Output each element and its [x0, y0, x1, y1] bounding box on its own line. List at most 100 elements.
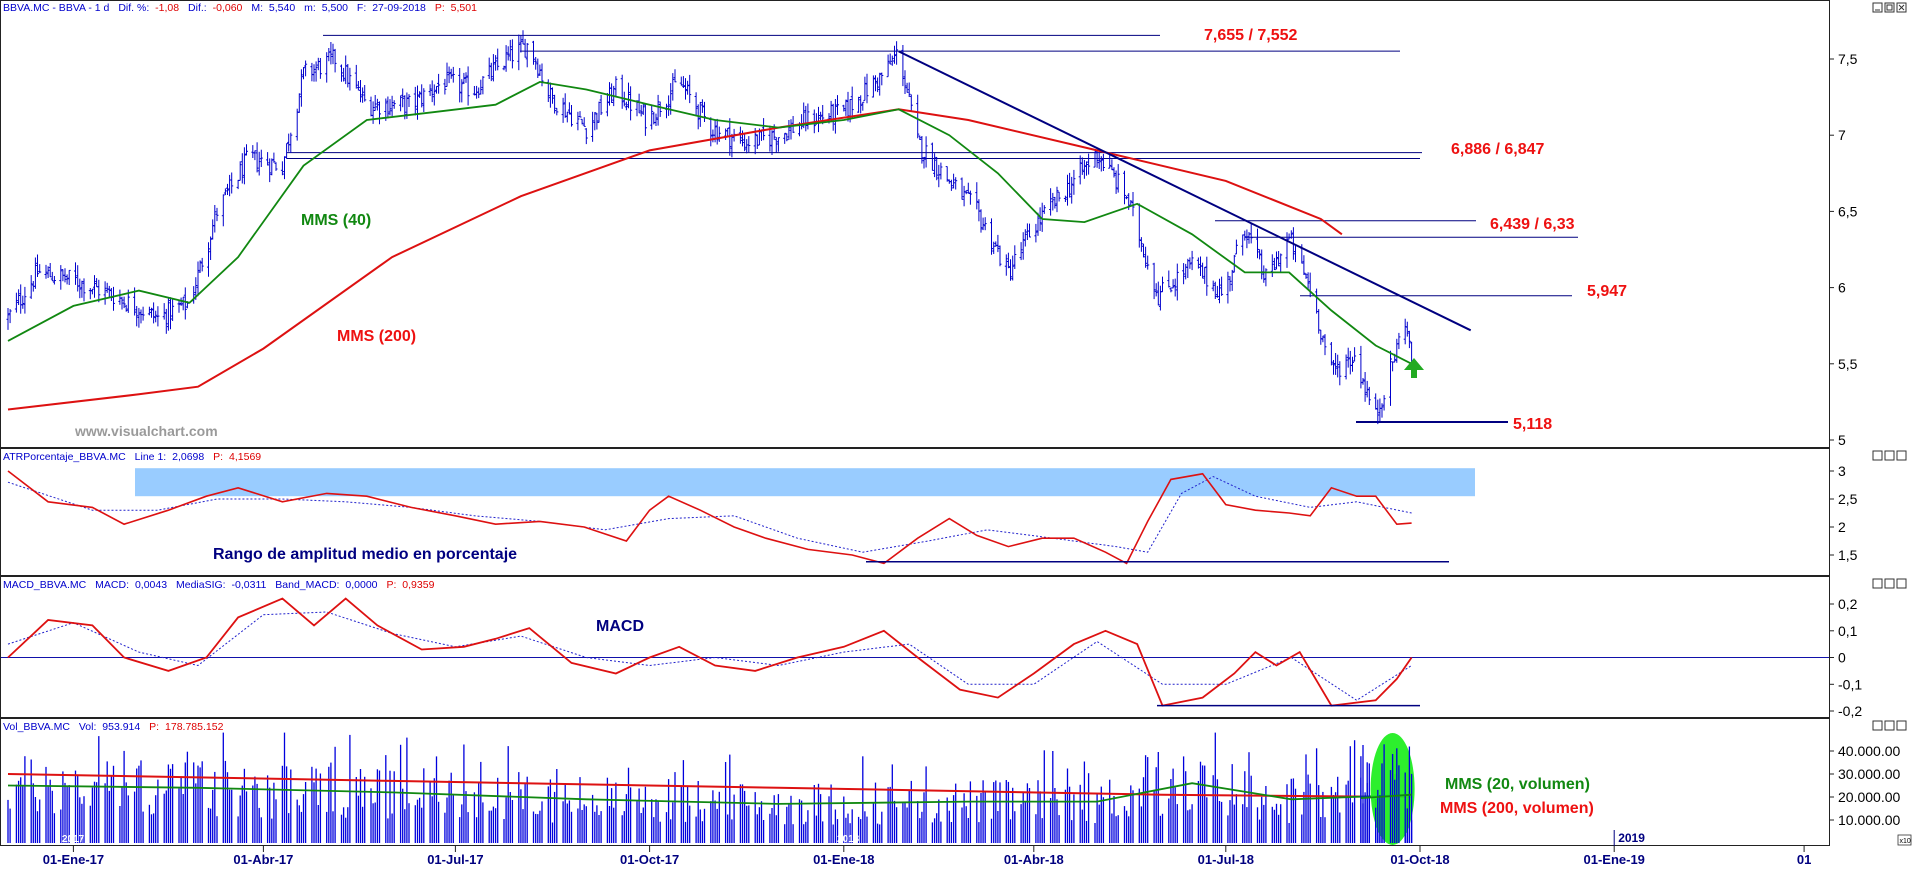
price-bar [181, 296, 185, 311]
price-bar [1116, 164, 1120, 193]
price-bar [595, 112, 599, 130]
header-dif-pct-label: Dif. %: [118, 2, 149, 14]
price-bar [230, 172, 234, 194]
price-bar [1205, 256, 1209, 296]
price-bar [67, 269, 71, 285]
price-bar [289, 132, 293, 153]
price-bar [458, 68, 462, 103]
minimize-icon[interactable] [1872, 578, 1883, 589]
atr-header-p-value: 4,1569 [229, 451, 261, 463]
up-arrow-icon [1404, 358, 1424, 378]
price-bar [6, 308, 10, 330]
atr-y-tick-label: 1,5 [1838, 547, 1858, 563]
maximize-icon[interactable] [1884, 450, 1895, 461]
price-bar [555, 107, 559, 116]
macd-header-p-label: P: [386, 579, 396, 591]
price-bar [1407, 330, 1411, 349]
price-bar [1068, 172, 1072, 198]
x-tick-label: 01-Jul-17 [427, 852, 483, 867]
minimize-icon[interactable] [1872, 450, 1883, 461]
price-bar [806, 103, 810, 130]
volume-y-tick-label: 40.000.00 [1838, 743, 1900, 759]
maximize-icon[interactable] [1884, 720, 1895, 731]
close-icon[interactable] [1896, 450, 1907, 461]
price-bar [909, 94, 913, 112]
x-tick-label: 01-Ene-19 [1583, 852, 1644, 867]
price-y-tick-label: 5 [1838, 432, 1846, 448]
price-bar [1036, 212, 1040, 236]
price-bar [1051, 192, 1055, 211]
price-bar [198, 260, 202, 273]
price-bar [930, 142, 934, 171]
price-bar [240, 153, 244, 184]
price-bar [1389, 350, 1392, 406]
macd-window-controls [1872, 578, 1907, 589]
price-bar [373, 95, 377, 111]
price-bar [643, 103, 647, 136]
price-bar [582, 117, 586, 127]
price-bar [21, 295, 25, 309]
price-bar [304, 60, 308, 77]
maximize-icon[interactable] [1884, 2, 1895, 13]
minimize-icon[interactable] [1872, 2, 1883, 13]
trendline [898, 50, 1472, 332]
volume-header-p-label: P: [149, 721, 159, 733]
price-bar [1234, 239, 1238, 255]
header-max-label: M: [251, 2, 263, 14]
price-bar [945, 166, 949, 182]
price-bar [551, 87, 554, 104]
price-bar [517, 34, 521, 71]
close-icon[interactable] [1896, 578, 1907, 589]
price-bar [1013, 245, 1017, 269]
watermark: www.visualchart.com [74, 423, 218, 439]
volume-header-name: Vol_BBVA.MC [3, 721, 70, 733]
price-bar [496, 48, 500, 71]
price-bar [33, 257, 37, 289]
price-bar [1304, 273, 1308, 279]
price-bar [510, 39, 514, 69]
price-bar [960, 177, 964, 200]
price-bar [1167, 270, 1171, 288]
price-bar [418, 91, 422, 98]
price-bar [1175, 263, 1179, 301]
price-bar [141, 306, 145, 321]
level-label-1: 7,655 / 7,552 [1204, 27, 1298, 44]
price-bar [1196, 257, 1200, 269]
price-bar [1279, 253, 1283, 273]
price-bar [1380, 403, 1384, 418]
minimize-icon[interactable] [1872, 720, 1883, 731]
ma200-line [7, 108, 1343, 411]
price-bar [624, 101, 628, 111]
price-bar [561, 97, 565, 123]
close-icon[interactable] [1896, 720, 1907, 731]
price-bar [1338, 361, 1342, 386]
price-bar [378, 101, 381, 125]
vol-ma20-line-tail [1360, 793, 1412, 799]
price-bar [880, 72, 884, 86]
level-label-5: 5,118 [1513, 416, 1552, 433]
price-bar [1049, 188, 1053, 216]
price-bar [673, 69, 677, 83]
price-bar [242, 147, 246, 185]
macd-panel-frame [0, 576, 1830, 718]
maximize-icon[interactable] [1884, 578, 1895, 589]
price-bar [280, 161, 284, 176]
price-bar [1264, 268, 1268, 287]
macd-header-name: MACD_BBVA.MC [3, 579, 87, 591]
price-bar [215, 207, 219, 222]
atr-y-tick-label: 3 [1838, 463, 1846, 479]
price-bar [1306, 272, 1310, 290]
price-bar [893, 45, 896, 64]
price-bar [299, 69, 303, 107]
price-bar [245, 144, 248, 156]
price-bar [844, 99, 848, 116]
scale-badge-box: x10 [1897, 834, 1912, 846]
price-bar [14, 292, 18, 313]
price-bar [1218, 278, 1221, 304]
price-bar [553, 94, 557, 114]
price-bar [1289, 230, 1293, 239]
price-bar [785, 133, 789, 142]
price-bar [1243, 230, 1247, 241]
atr-annotation: Rango de amplitud medio en porcentaje [213, 546, 517, 563]
price-bar [895, 41, 899, 65]
